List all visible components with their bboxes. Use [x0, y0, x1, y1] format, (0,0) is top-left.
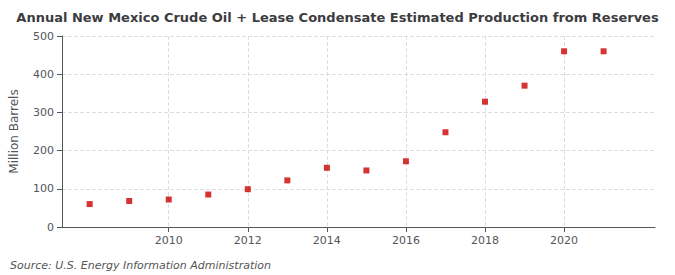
- svg-text:300: 300: [33, 106, 54, 119]
- svg-text:2014: 2014: [313, 234, 341, 247]
- svg-text:100: 100: [33, 182, 54, 195]
- svg-text:400: 400: [33, 68, 54, 81]
- svg-text:2012: 2012: [234, 234, 262, 247]
- svg-text:200: 200: [33, 144, 54, 157]
- svg-text:Annual New Mexico Crude Oil +: Annual New Mexico Crude Oil + Lease Cond…: [16, 10, 659, 25]
- svg-text:500: 500: [33, 30, 54, 43]
- svg-text:2020: 2020: [550, 234, 578, 247]
- svg-text:2010: 2010: [155, 234, 183, 247]
- svg-text:2018: 2018: [471, 234, 499, 247]
- svg-text:Million Barrels: Million Barrels: [7, 89, 21, 173]
- svg-text:Source: U.S. Energy Informatio: Source: U.S. Energy Information Administ…: [10, 259, 271, 272]
- svg-text:2016: 2016: [392, 234, 420, 247]
- svg-text:0: 0: [47, 221, 54, 234]
